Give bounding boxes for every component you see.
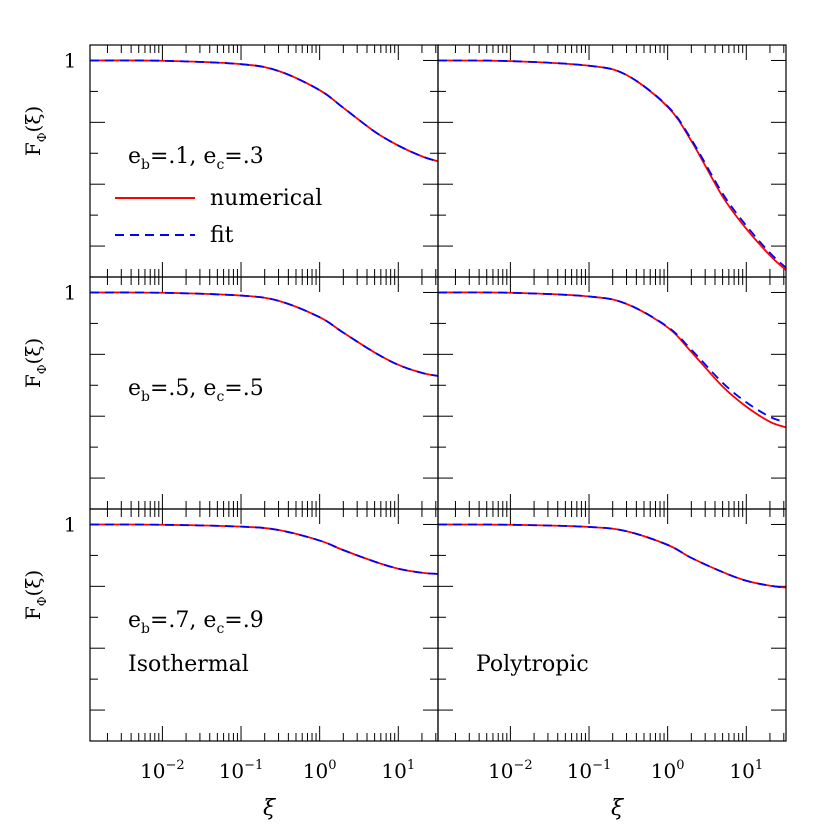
param-label-r0: eb=.1, ec=.3 <box>128 144 264 173</box>
x-tick-label: 100 <box>303 758 337 783</box>
numerical-line-r2c0 <box>89 523 439 575</box>
x-tick-label: 10−2 <box>488 758 533 783</box>
ticks-layer <box>90 45 786 741</box>
numerical-line-r0c0 <box>89 59 439 163</box>
numerical-line-r0c1 <box>437 59 787 271</box>
numerical-line-r1c0 <box>89 291 439 377</box>
y-axis-label: FΦ(ξ) <box>21 338 49 388</box>
y-axis-label: FΦ(ξ) <box>21 570 49 620</box>
fit-line-r1c0 <box>89 291 439 377</box>
fit-line-r1c1 <box>437 291 787 424</box>
legend-label-0: numerical <box>210 186 322 211</box>
panel-frame-r0c1 <box>437 44 787 278</box>
y-tick-label: 1 <box>64 512 77 536</box>
x-tick-label: 101 <box>381 758 415 783</box>
x-tick-label: 101 <box>729 758 763 783</box>
x-axis-label: ξ <box>611 796 625 821</box>
fit-line-r0c0 <box>89 59 439 163</box>
y-axis-label: FΦ(ξ) <box>21 106 49 156</box>
y-tick-label: 1 <box>64 280 77 304</box>
param-label-r1: eb=.5, ec=.5 <box>128 376 264 405</box>
model-name-1: Polytropic <box>476 652 589 677</box>
x-tick-label: 10−2 <box>140 758 185 783</box>
param-label-r2: eb=.7, ec=.9 <box>128 608 264 637</box>
y-tick-label: 1 <box>64 48 77 72</box>
numerical-line-r1c1 <box>437 291 787 429</box>
model-name-0: Isothermal <box>128 652 249 677</box>
x-axis-label: ξ <box>263 796 277 821</box>
numerical-line-r2c1 <box>437 523 787 589</box>
panel-frame-r2c1 <box>437 508 787 742</box>
x-tick-label: 100 <box>651 758 685 783</box>
curves-layer <box>89 59 787 589</box>
x-tick-label: 10−1 <box>567 758 612 783</box>
legend-label-1: fit <box>210 223 234 248</box>
labels-layer: 1 FΦ(ξ) 1 FΦ(ξ) 1 FΦ(ξ) 10−2 10−1 100 101 ξ 10−2 10−… <box>21 48 763 821</box>
x-tick-label: 10−1 <box>219 758 264 783</box>
fit-line-r0c1 <box>437 59 787 269</box>
fit-line-r2c1 <box>437 523 787 589</box>
frames-layer <box>89 44 787 742</box>
fit-line-r2c0 <box>89 523 439 575</box>
